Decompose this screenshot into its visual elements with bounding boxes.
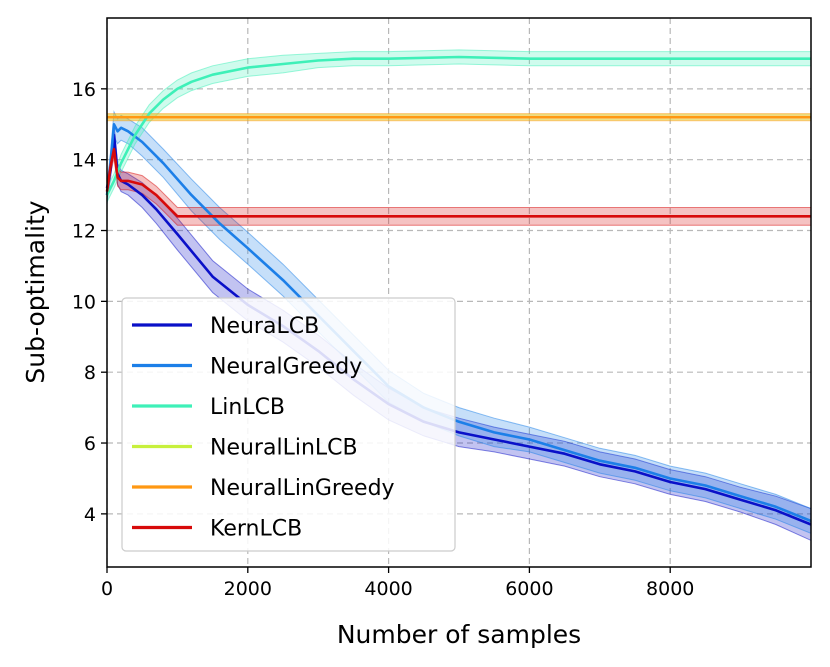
y-axis-ticks: 4 6 8 10 12 14 16 (72, 79, 107, 526)
legend-label-neuralgreedy: NeuralGreedy (210, 355, 362, 380)
x-tick-label-3: 6000 (505, 578, 553, 600)
y-tick-label-5: 14 (72, 150, 96, 172)
band-kernlcb (106, 140, 812, 226)
legend-label-linlcb: LinLCB (210, 395, 285, 420)
legend-label-kernlcb: KernLCB (210, 517, 302, 542)
x-axis-ticks: 0 2000 4000 6000 8000 (101, 567, 694, 600)
x-tick-label-2: 4000 (364, 578, 412, 600)
y-axis-label: Sub-optimality (21, 200, 50, 383)
y-tick-label-4: 12 (72, 221, 96, 243)
legend: NeuraLCB NeuralGreedy LinLCB NeuralLinLCB Ne… (121, 297, 456, 552)
line-linlcb (105, 55, 811, 196)
y-tick-label-6: 16 (72, 79, 96, 101)
x-tick-label-0: 0 (101, 578, 113, 600)
x-axis-label: Number of samples (337, 620, 581, 649)
y-tick-label-2: 8 (84, 362, 96, 384)
y-tick-label-3: 10 (72, 291, 96, 313)
y-tick-label-0: 4 (84, 504, 96, 526)
x-tick-label-1: 2000 (224, 578, 272, 600)
x-tick-label-4: 8000 (646, 578, 694, 600)
legend-label-neurallinlcb: NeuralLinLCB (210, 436, 358, 461)
y-tick-label-1: 6 (84, 433, 96, 455)
grid (106, 18, 811, 567)
legend-label-neurallingreedy: NeuralLinGreedy (210, 476, 395, 501)
legend-box (121, 297, 456, 552)
band-linlcb (106, 49, 812, 203)
plot-frame (106, 17, 812, 568)
legend-label-neuralcb: NeuraLCB (210, 314, 319, 339)
line-kernlcb (105, 147, 811, 218)
